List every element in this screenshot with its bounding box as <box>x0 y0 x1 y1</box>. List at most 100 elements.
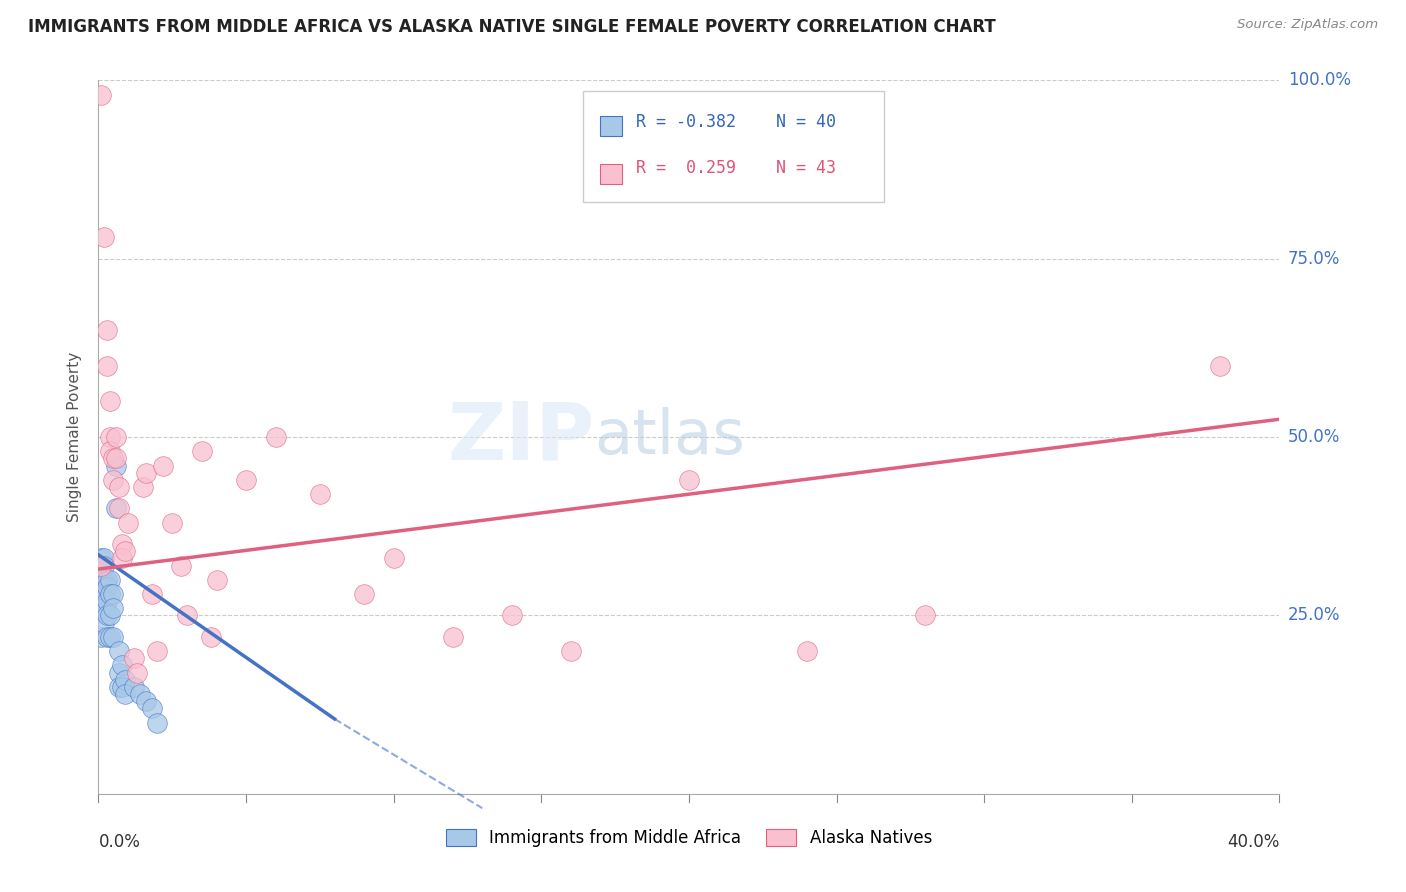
Point <box>111 551 134 566</box>
Point <box>914 608 936 623</box>
Point <box>98 630 121 644</box>
Point <box>108 665 131 680</box>
Point <box>135 466 157 480</box>
Point <box>1209 359 1232 373</box>
Point <box>235 473 257 487</box>
Point <box>146 644 169 658</box>
Point <box>141 587 163 601</box>
Point <box>90 551 112 566</box>
Point <box>90 566 112 580</box>
Point <box>353 587 375 601</box>
Point <box>90 573 112 587</box>
Point <box>103 630 125 644</box>
Y-axis label: Single Female Poverty: Single Female Poverty <box>67 352 83 522</box>
Text: 40.0%: 40.0% <box>1227 833 1279 851</box>
Point <box>90 601 112 615</box>
Point <box>90 580 112 594</box>
Point <box>125 665 148 680</box>
Point <box>108 480 131 494</box>
Point <box>93 601 115 615</box>
Legend: Immigrants from Middle Africa, Alaska Natives: Immigrants from Middle Africa, Alaska Na… <box>439 822 939 854</box>
Text: 75.0%: 75.0% <box>1288 250 1340 268</box>
Point <box>162 516 183 530</box>
Text: R = -0.382    N = 40: R = -0.382 N = 40 <box>636 112 835 130</box>
Point <box>103 451 125 466</box>
Point <box>93 230 115 244</box>
Point <box>141 701 163 715</box>
Point <box>122 651 145 665</box>
Point <box>93 587 115 601</box>
Point <box>111 537 134 551</box>
Point <box>146 715 169 730</box>
Point <box>93 573 115 587</box>
Point <box>264 430 287 444</box>
Point <box>96 608 118 623</box>
Point <box>560 644 582 658</box>
Point <box>135 694 157 708</box>
Point <box>309 487 332 501</box>
Point <box>382 551 405 566</box>
Bar <box>600 116 621 136</box>
Point <box>96 359 118 373</box>
Point <box>114 687 136 701</box>
Point <box>200 630 222 644</box>
Point <box>98 573 121 587</box>
Text: 50.0%: 50.0% <box>1288 428 1340 446</box>
Point <box>132 480 155 494</box>
Point <box>103 601 125 615</box>
Text: atlas: atlas <box>595 407 745 467</box>
Point <box>98 608 121 623</box>
Point <box>114 544 136 558</box>
Point <box>103 473 125 487</box>
Point <box>90 558 112 573</box>
Point <box>98 587 121 601</box>
Point <box>96 594 118 608</box>
Point <box>105 430 128 444</box>
Point <box>176 608 198 623</box>
Point <box>90 630 112 644</box>
Text: 25.0%: 25.0% <box>1288 607 1340 624</box>
Point <box>105 451 128 466</box>
Point <box>191 444 214 458</box>
Point <box>96 630 118 644</box>
Point <box>501 608 523 623</box>
Text: ZIP: ZIP <box>447 398 595 476</box>
Point <box>90 594 112 608</box>
FancyBboxPatch shape <box>582 91 884 202</box>
Point <box>108 501 131 516</box>
Point <box>108 644 131 658</box>
Point <box>93 551 115 566</box>
Point <box>105 501 128 516</box>
Point <box>205 573 228 587</box>
Point <box>96 573 118 587</box>
Point <box>117 516 139 530</box>
Point <box>152 458 174 473</box>
Point <box>93 558 115 573</box>
Text: 100.0%: 100.0% <box>1288 71 1351 89</box>
Point <box>90 87 112 102</box>
Point <box>103 587 125 601</box>
Point <box>441 630 464 644</box>
Point <box>114 673 136 687</box>
Point <box>96 323 118 337</box>
Point <box>90 587 112 601</box>
Point <box>105 458 128 473</box>
Point <box>678 473 700 487</box>
Bar <box>600 163 621 184</box>
Point <box>96 580 118 594</box>
Point <box>111 658 134 673</box>
Point <box>796 644 818 658</box>
Point <box>93 615 115 630</box>
Text: R =  0.259    N = 43: R = 0.259 N = 43 <box>636 159 835 177</box>
Point <box>111 680 134 694</box>
Point <box>98 444 121 458</box>
Point <box>122 680 145 694</box>
Point <box>98 430 121 444</box>
Text: IMMIGRANTS FROM MIDDLE AFRICA VS ALASKA NATIVE SINGLE FEMALE POVERTY CORRELATION: IMMIGRANTS FROM MIDDLE AFRICA VS ALASKA … <box>28 18 995 36</box>
Point <box>108 680 131 694</box>
Point <box>128 687 150 701</box>
Text: 0.0%: 0.0% <box>98 833 141 851</box>
Text: Source: ZipAtlas.com: Source: ZipAtlas.com <box>1237 18 1378 31</box>
Point <box>98 394 121 409</box>
Point <box>170 558 193 573</box>
